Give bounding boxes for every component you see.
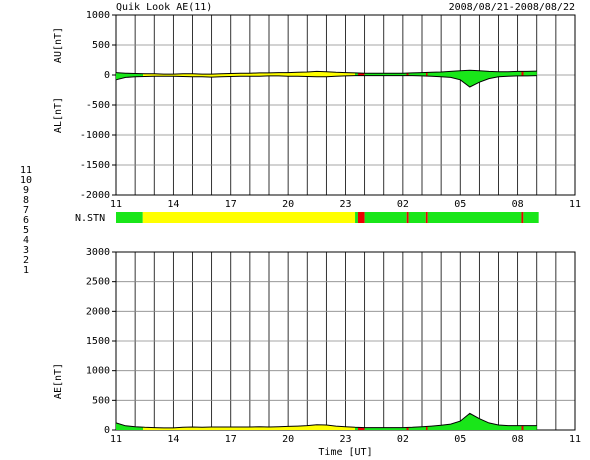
y-tick-label: 1000 (86, 10, 110, 21)
y-tick-label: 2500 (86, 277, 110, 288)
y-tick-label: -2000 (80, 190, 110, 201)
y-axis-label: AE[nT] (53, 363, 64, 399)
nstn-segment (408, 212, 426, 223)
series-line (115, 75, 537, 88)
series-line (115, 412, 537, 429)
station-legend-label: 4 (23, 235, 29, 246)
station-legend-label: 3 (23, 245, 29, 256)
y-axis-label: AL[nT] (53, 97, 64, 133)
x-tick-label: 02 (397, 434, 409, 445)
station-legend-label: 2 (23, 255, 29, 266)
station-legend-label: 9 (23, 185, 29, 196)
y-axis-label: AU[nT] (53, 27, 64, 63)
x-tick-label: 11 (110, 199, 122, 210)
x-tick-label: 08 (512, 199, 524, 210)
x-tick-label: 17 (225, 199, 237, 210)
series-line (115, 69, 537, 75)
station-legend-label: 5 (23, 225, 29, 236)
area-fill (116, 413, 537, 430)
nstn-segment (116, 212, 143, 223)
x-tick-label: 05 (454, 199, 466, 210)
station-legend-label: 10 (20, 175, 32, 186)
x-tick-label: 05 (454, 434, 466, 445)
x-tick-label: 08 (512, 434, 524, 445)
x-tick-label: 14 (167, 199, 179, 210)
nstn-segment (142, 212, 356, 223)
x-tick-label: 23 (339, 199, 351, 210)
x-tick-label: 14 (167, 434, 179, 445)
nstn-segment (427, 212, 522, 223)
y-tick-label: 0 (104, 425, 110, 436)
nstn-segment (357, 212, 365, 223)
station-legend-label: 8 (23, 195, 29, 206)
x-tick-label: 20 (282, 434, 294, 445)
nstn-segment (364, 212, 407, 223)
y-tick-label: -500 (86, 100, 110, 111)
y-tick-label: 0 (104, 70, 110, 81)
x-tick-label: 11 (110, 434, 122, 445)
y-tick-label: -1500 (80, 160, 110, 171)
station-legend-label: 1 (23, 265, 29, 276)
nstn-segment (406, 212, 409, 223)
y-tick-label: 3000 (86, 247, 110, 258)
plot-frame (115, 14, 576, 196)
nstn-label: N.STN (75, 213, 105, 224)
y-tick-label: 1500 (86, 336, 110, 347)
y-tick-label: 1000 (86, 366, 110, 377)
y-tick-label: -1000 (80, 130, 110, 141)
x-tick-label: 17 (225, 434, 237, 445)
x-tick-label: 02 (397, 199, 409, 210)
station-legend-label: 11 (20, 165, 32, 176)
nstn-segment (425, 212, 428, 223)
nstn-segment (355, 212, 358, 223)
nstn-segment (523, 212, 539, 223)
station-legend-label: 7 (23, 205, 29, 216)
nstn-segment (521, 212, 524, 223)
y-tick-label: 500 (92, 40, 110, 51)
x-tick-label: 20 (282, 199, 294, 210)
y-tick-label: 500 (92, 395, 110, 406)
x-tick-label: 11 (569, 434, 581, 445)
y-tick-label: 2000 (86, 306, 110, 317)
date-range: 2008/08/21-2008/08/22 (449, 2, 575, 13)
x-axis-label: Time [UT] (318, 447, 372, 458)
x-tick-label: 11 (569, 199, 581, 210)
title: Quik Look AE(11) (116, 2, 212, 13)
x-tick-label: 23 (339, 434, 351, 445)
station-legend-label: 6 (23, 215, 29, 226)
